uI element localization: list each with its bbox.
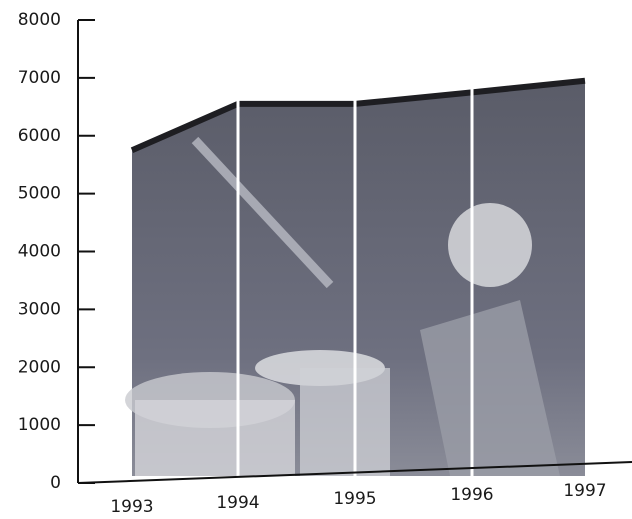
x-tick-label: 1996 — [450, 485, 493, 505]
x-tick-label: 1993 — [110, 497, 153, 517]
x-tick-label: 1995 — [333, 489, 376, 509]
y-tick-label: 6000 — [18, 126, 61, 146]
x-tick-label: 1994 — [216, 493, 259, 513]
photo-detail — [300, 368, 390, 476]
photo-detail — [191, 136, 334, 289]
y-tick-label: 2000 — [18, 357, 61, 377]
photo-detail — [420, 300, 560, 476]
y-tick-label: 7000 — [18, 68, 61, 88]
y-tick-label: 5000 — [18, 184, 61, 204]
x-axis — [77, 461, 632, 484]
y-tick-label: 0 — [50, 473, 61, 493]
y-tick-label: 8000 — [18, 10, 61, 30]
x-tick-label: 1997 — [563, 481, 606, 501]
y-tick-label: 3000 — [18, 299, 61, 319]
photo-detail — [448, 203, 532, 287]
photo-detail — [135, 400, 295, 476]
y-tick-label: 4000 — [18, 242, 61, 262]
y-tick-label: 1000 — [18, 415, 61, 435]
